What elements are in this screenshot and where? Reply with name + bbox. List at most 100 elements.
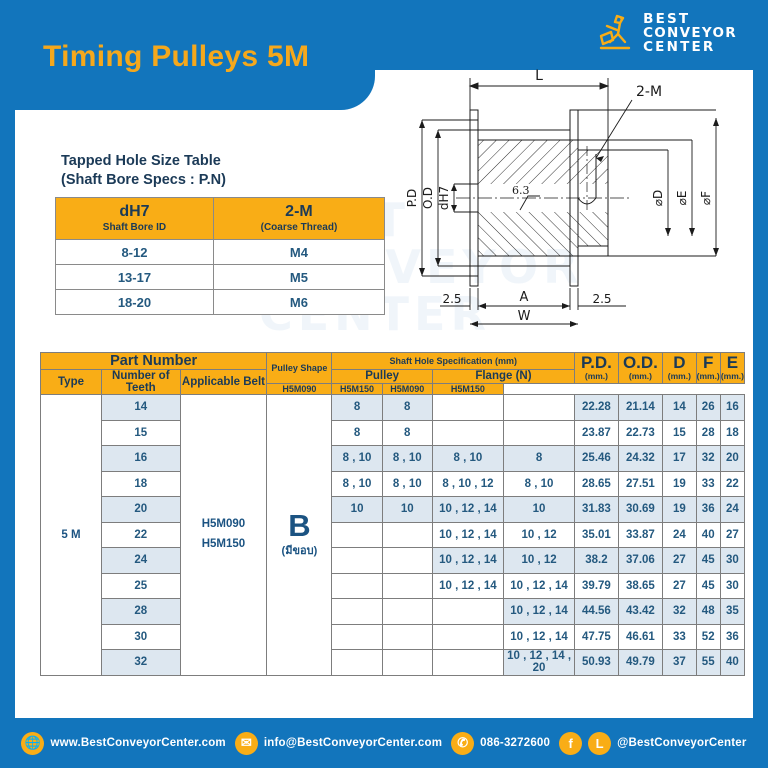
cell-pd: 35.01 (574, 521, 619, 548)
cell-od: 49.79 (617, 649, 664, 676)
cell-f: 48 (695, 598, 721, 625)
header-e-label: E (726, 353, 739, 373)
cell-flange-h5m090: 10 , 12 , 14 (431, 521, 505, 548)
facebook-icon: f (559, 731, 583, 755)
cell-pulley-h5m090 (331, 598, 383, 625)
cell-flange-h5m090: 8 , 10 , 12 (431, 470, 505, 497)
cell-pulley-h5m090: 10 (331, 496, 383, 523)
tapped-thread-value: M6 (212, 289, 386, 315)
cell-pulley-h5m150 (381, 547, 433, 574)
cell-flange-h5m150: 8 , 10 (503, 470, 576, 497)
cell-pulley-h5m150 (381, 572, 433, 599)
table-row: 20 10 10 10 , 12 , 14 10 31.83 30.69 19 36 24 (41, 496, 746, 523)
dim-label-2M: 2-M (636, 84, 662, 100)
page-title: Timing Pulleys 5M (43, 40, 310, 73)
cell-pulley-h5m090: 8 (331, 419, 383, 446)
cell-flange-h5m150: 10 , 12 , 14 (503, 572, 576, 599)
header-od: O.D. (mm.) (617, 352, 664, 384)
header-e-unit: (mm.) (720, 371, 744, 382)
footer-email-text: info@BestConveyorCenter.com (263, 737, 443, 749)
cell-flange-h5m090: 10 , 12 , 14 (431, 547, 505, 574)
cell-e: 30 (719, 547, 746, 574)
dim-label-PD: P.D (405, 189, 419, 207)
brand-logo: BEST CONVEYOR CENTER (595, 12, 737, 54)
cell-d: 27 (662, 572, 697, 599)
cell-e: 16 (719, 394, 746, 421)
title-tab (15, 0, 375, 110)
table-row: 13-17 M5 (55, 264, 386, 290)
header-pulley-h5m090: H5M090 (266, 382, 333, 396)
footer-phone-text: 086-3272600 (480, 737, 551, 749)
cell-number-of-teeth: 32 (101, 649, 181, 676)
table-row: 18 8 , 10 8 , 10 8 , 10 , 12 8 , 10 28.65 27.5… (41, 470, 746, 497)
table-row: 5 M 14 H5M090 H5M150 B (มีขอบ) 8 8 22.28 21.14 14 2… (40, 394, 746, 676)
pulley-section-drawing: L 2-M P.D O.D dH7 6.3 (405, 68, 719, 327)
header-od-label: O.D. (622, 353, 658, 373)
cell-f: 52 (695, 623, 721, 650)
cell-f: 32 (695, 445, 721, 472)
dim-label-phiF: ⌀F (699, 191, 713, 205)
cell-pd: 31.83 (574, 496, 619, 523)
dim-label-W: W (518, 309, 531, 324)
cell-flange-h5m090 (431, 419, 505, 446)
header-d-label: D (673, 353, 686, 373)
footer-website[interactable]: 🌐 www.BestConveyorCenter.com (21, 731, 226, 755)
cell-pulley-h5m150: 8 , 10 (381, 470, 433, 497)
cell-number-of-teeth: 28 (101, 598, 181, 625)
cell-e: 20 (719, 445, 746, 472)
cell-flange-h5m150 (503, 394, 576, 421)
cell-shape-letter: B (288, 508, 311, 544)
cell-pulley-h5m150 (381, 623, 433, 650)
cell-f: 55 (695, 649, 721, 676)
cell-f: 26 (695, 394, 721, 421)
cell-number-of-teeth: 22 (101, 521, 181, 548)
cell-belt-2: H5M150 (201, 537, 246, 550)
cell-flange-h5m150: 10 , 12 (503, 521, 576, 548)
header-f: F (mm.) (695, 352, 721, 384)
cell-number-of-teeth: 30 (101, 623, 181, 650)
table-row: 30 10 , 12 , 14 47.75 46.61 33 52 36 (41, 623, 746, 650)
header-pd: P.D. (mm.) (574, 352, 619, 384)
header-flange-group: Flange (N) (431, 369, 576, 384)
cell-e: 36 (719, 623, 746, 650)
tapped-header-dh7-main: dH7 (119, 203, 150, 220)
tapped-header-2m: 2-M (Coarse Thread) (212, 197, 386, 240)
cell-flange-h5m090: 10 , 12 , 14 (431, 496, 505, 523)
cell-number-of-teeth: 14 (101, 394, 181, 421)
table-row: 16 8 , 10 8 , 10 8 , 10 8 25.46 24.32 17 32 20 (41, 445, 746, 472)
cell-pulley-h5m150: 10 (381, 496, 433, 523)
header-od-unit: (mm.) (628, 371, 652, 382)
cell-number-of-teeth: 20 (101, 496, 181, 523)
cell-flange-h5m150: 10 , 12 (503, 547, 576, 574)
cell-flange-h5m090: 10 , 12 , 14 (431, 572, 505, 599)
cell-e: 35 (719, 598, 746, 625)
header-e: E (mm.) (719, 352, 746, 384)
main-header-row-1: Part Number Pulley Shape Shaft Hole Spec… (39, 352, 746, 384)
cell-d: 14 (662, 394, 697, 421)
cell-pulley-h5m150: 8 (381, 394, 433, 421)
cell-d: 15 (662, 419, 697, 446)
footer-social[interactable]: f L @BestConveyorCenter (559, 731, 746, 755)
footer-phone[interactable]: ✆ 086-3272600 (451, 731, 551, 755)
tapped-thread-value: M4 (212, 239, 386, 265)
cell-f: 33 (695, 470, 721, 497)
dim-label-left-gap: 2.5 (442, 292, 461, 306)
conveyor-bird-logo-icon (599, 14, 631, 50)
table-row: 28 10 , 12 , 14 44.56 43.42 32 48 35 (41, 598, 746, 625)
tapped-header-dh7: dH7 Shaft Bore ID (55, 197, 214, 240)
table-row: 24 10 , 12 , 14 10 , 12 38.2 37.06 27 45 30 (41, 547, 746, 574)
cell-pulley-h5m150: 8 , 10 (381, 445, 433, 472)
cell-belt-1: H5M090 (201, 518, 246, 531)
cell-d: 27 (662, 547, 697, 574)
cell-number-of-teeth: 18 (101, 470, 181, 497)
line-icon: L (588, 731, 612, 755)
header-pulley-h5m150: H5M150 (331, 382, 383, 396)
cell-pd: 25.46 (574, 445, 619, 472)
cell-od: 33.87 (617, 521, 664, 548)
table-row: 32 10 , 12 , 14 , 20 50.93 49.79 37 55 40 (41, 649, 746, 676)
cell-flange-h5m150: 8 (503, 445, 576, 472)
footer-email[interactable]: ✉ info@BestConveyorCenter.com (234, 731, 443, 755)
spec-sheet: Timing Pulleys 5M BEST CONVEYOR CENTER (15, 0, 753, 718)
cell-f: 45 (695, 547, 721, 574)
header-shaft-hole-spec: Shaft Hole Specification (mm) (331, 352, 576, 370)
